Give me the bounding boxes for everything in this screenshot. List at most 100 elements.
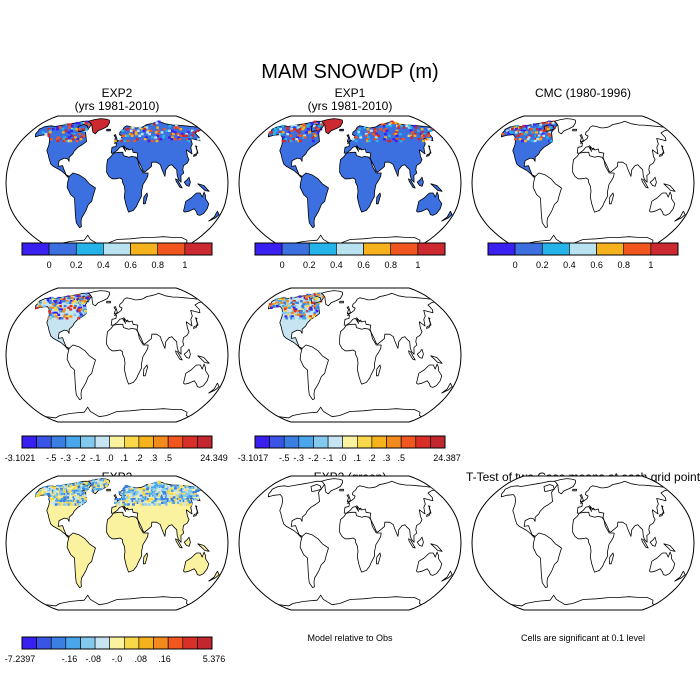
grid-cell	[157, 132, 160, 136]
grid-cell	[54, 300, 58, 303]
grid-cell	[70, 129, 73, 132]
grid-cell	[307, 295, 311, 298]
colorbar-box	[269, 435, 285, 449]
grid-cell	[49, 306, 52, 309]
grid-cell	[176, 498, 180, 501]
grid-cell	[530, 139, 534, 143]
grid-cell	[79, 491, 83, 494]
colorbar-box	[514, 242, 543, 256]
grid-cell	[168, 494, 172, 497]
grid-cell	[319, 292, 323, 295]
colorbar: 0 0.2 0.4 0.6 0.8 1	[487, 242, 679, 270]
grid-cell	[63, 313, 67, 316]
grid-cell	[67, 503, 71, 506]
grid-cells-uk	[114, 498, 119, 503]
land-north-america	[267, 480, 326, 538]
grid-cell	[519, 126, 523, 129]
grid-cell	[168, 129, 171, 132]
grid-cell	[291, 315, 294, 318]
grid-cell	[134, 492, 138, 496]
grid-cell	[541, 132, 545, 136]
grid-cell	[355, 139, 358, 143]
grid-cell	[171, 129, 174, 132]
grid-cell	[311, 123, 315, 126]
grid-cell	[76, 503, 79, 506]
colorbar-frame	[21, 242, 213, 256]
grid-cell	[64, 139, 68, 143]
grid-cell	[175, 124, 178, 128]
grid-cell	[373, 128, 377, 131]
grid-cell	[129, 498, 133, 501]
grid-cell	[520, 132, 524, 136]
grid-cell	[179, 128, 183, 131]
colorbar-box	[415, 435, 431, 449]
grid-cell	[155, 139, 159, 143]
colorbar-tick-label: -.1	[90, 453, 101, 463]
grid-cell	[197, 496, 201, 499]
land-new-zealand	[208, 570, 220, 582]
land-australia	[183, 363, 210, 388]
grid-cell	[297, 131, 301, 134]
grid-cell	[38, 304, 42, 308]
grid-cell	[74, 498, 78, 501]
grid-cell	[85, 481, 89, 485]
grid-cell	[380, 123, 384, 126]
grid-cell	[58, 489, 62, 492]
grid-cell	[292, 303, 295, 306]
grid-cell	[130, 486, 134, 489]
colorbar-tick-label: 1	[415, 260, 420, 270]
map	[34, 478, 220, 607]
grid-cell	[75, 301, 79, 304]
grid-cell	[80, 308, 83, 311]
grid-cell	[299, 124, 303, 128]
grid-cell	[294, 301, 298, 304]
grid-cell	[121, 129, 125, 132]
grid-cell	[279, 300, 282, 303]
grid-cell	[47, 491, 51, 494]
grid-cell	[310, 121, 313, 125]
grid-cell	[56, 498, 59, 501]
grid-cell	[59, 310, 62, 313]
land-madagascar	[609, 192, 614, 205]
grid-cell	[177, 501, 180, 504]
land-borneo	[649, 176, 657, 187]
grid-cell	[74, 136, 77, 139]
land-africa	[106, 511, 149, 573]
grid-cell	[59, 492, 63, 496]
grid-cell	[47, 132, 51, 136]
land-south-america	[66, 344, 96, 400]
grid-cell	[67, 139, 71, 143]
grid-cell	[67, 136, 71, 139]
grid-cell	[136, 138, 139, 141]
grid-cell	[298, 128, 302, 131]
grid-cell	[178, 501, 182, 504]
colorbar-frame	[254, 242, 446, 256]
grid-cell	[114, 139, 117, 143]
grid-cell	[283, 311, 286, 315]
grid-cell	[290, 317, 294, 320]
grid-cell	[298, 295, 302, 298]
grid-cell	[180, 491, 184, 494]
grid-cell	[533, 139, 537, 143]
grid-cell	[139, 492, 143, 496]
grid-cell	[61, 489, 65, 492]
grid-cell	[76, 484, 79, 488]
grid-cell	[354, 136, 358, 139]
colorbar-box	[254, 435, 270, 449]
grid-cell	[321, 295, 325, 298]
colorbar-box	[308, 242, 337, 256]
grid-cell	[317, 121, 321, 125]
grid-cell	[80, 121, 84, 125]
grid-cell	[130, 491, 133, 494]
grid-cell	[315, 306, 319, 309]
grid-cell	[307, 123, 311, 126]
grid-cell	[320, 123, 324, 126]
grid-cell	[174, 499, 178, 503]
grid-cell	[57, 296, 61, 300]
grid-cell	[179, 499, 183, 503]
grid-cell	[59, 499, 63, 503]
grid-cell	[56, 492, 60, 496]
grid-cell	[60, 310, 64, 313]
grid-cell	[176, 499, 179, 503]
grid-cell	[542, 134, 546, 137]
